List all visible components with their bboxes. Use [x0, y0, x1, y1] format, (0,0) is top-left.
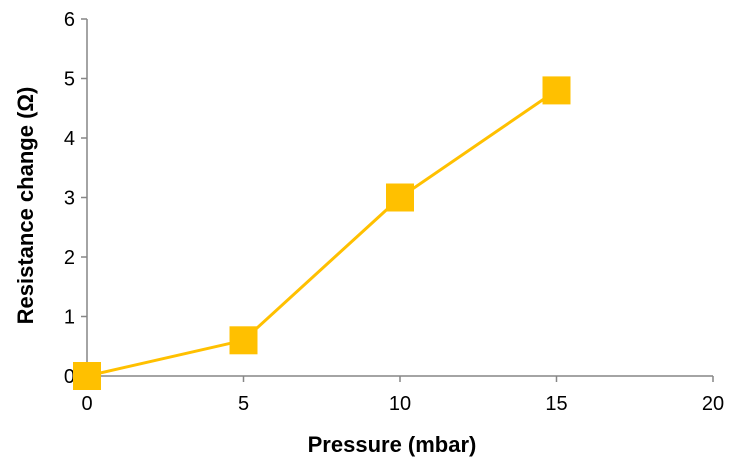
x-axis-title: Pressure (mbar) — [308, 432, 477, 457]
x-tick-label: 0 — [81, 393, 92, 415]
y-tick-label: 3 — [64, 188, 75, 210]
y-tick-label: 1 — [64, 307, 75, 329]
x-tick-label: 5 — [238, 393, 249, 415]
y-tick-label: 4 — [64, 128, 75, 150]
data-point — [229, 326, 258, 355]
y-tick-label: 2 — [64, 247, 75, 269]
series-line — [86, 89, 558, 378]
x-tick-label: 10 — [389, 393, 411, 415]
y-tick-label: 0 — [64, 366, 75, 388]
data-point — [73, 362, 101, 390]
y-axis-title: Resistance change (Ω) — [13, 87, 38, 325]
data-point — [386, 183, 414, 212]
x-tick-label: 15 — [545, 393, 567, 415]
axes — [81, 18, 714, 382]
y-tick-labels: 0 1 2 3 4 5 6 — [64, 9, 75, 388]
y-tick-label: 6 — [64, 9, 75, 31]
x-tick-label: 20 — [702, 393, 724, 415]
series-markers — [73, 76, 571, 390]
x-tick-labels: 0 5 10 15 20 — [81, 393, 724, 415]
y-tick-label: 5 — [64, 69, 75, 91]
data-point — [542, 76, 571, 105]
